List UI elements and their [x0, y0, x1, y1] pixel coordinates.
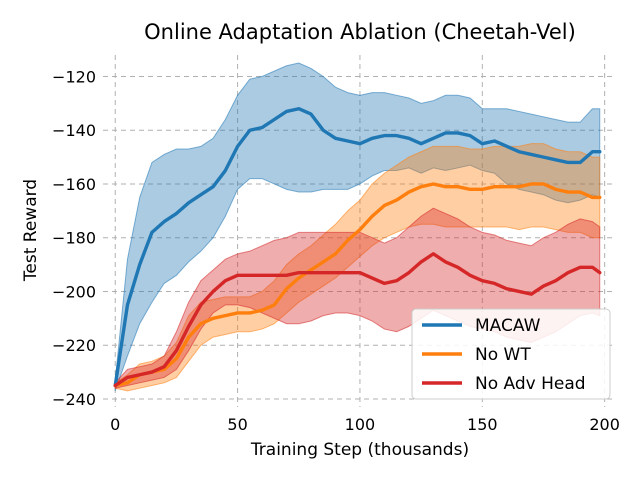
y-tick-label: −240 [52, 390, 96, 409]
x-tick-label: 100 [345, 415, 376, 434]
legend: MACAW No WT No Adv Head [411, 308, 611, 400]
no-adv-head-line [113, 252, 602, 388]
macaw-line [113, 107, 602, 388]
x-tick-label: 50 [227, 415, 247, 434]
y-tick-label: −220 [52, 336, 96, 355]
y-tick-label: −160 [52, 175, 96, 194]
y-axis-label: Test Reward [21, 179, 41, 282]
tick-labels: 0 50 100 150 200 −240 −220 −200 −180 −160 −140 −120 [52, 67, 620, 434]
y-tick-label: −200 [52, 282, 96, 301]
y-tick-label: −120 [52, 67, 96, 86]
y-tick-label: −140 [52, 121, 96, 140]
legend-box [411, 308, 611, 400]
x-tick-label: 0 [110, 415, 120, 434]
x-tick-label: 150 [467, 415, 498, 434]
series-lines [113, 107, 602, 388]
confidence-bands [114, 62, 601, 392]
y-tick-label: −180 [52, 229, 96, 248]
chart-title: Online Adaptation Ablation (Cheetah-Vel) [144, 20, 576, 44]
no-wt-line [113, 182, 602, 388]
x-tick-label: 200 [589, 415, 620, 434]
x-axis-label: Training Step (thousands) [250, 440, 469, 460]
legend-label-no-adv-head: No Adv Head [475, 374, 586, 394]
legend-label-no-wt: No WT [475, 345, 531, 365]
legend-label-macaw: MACAW [475, 316, 541, 336]
